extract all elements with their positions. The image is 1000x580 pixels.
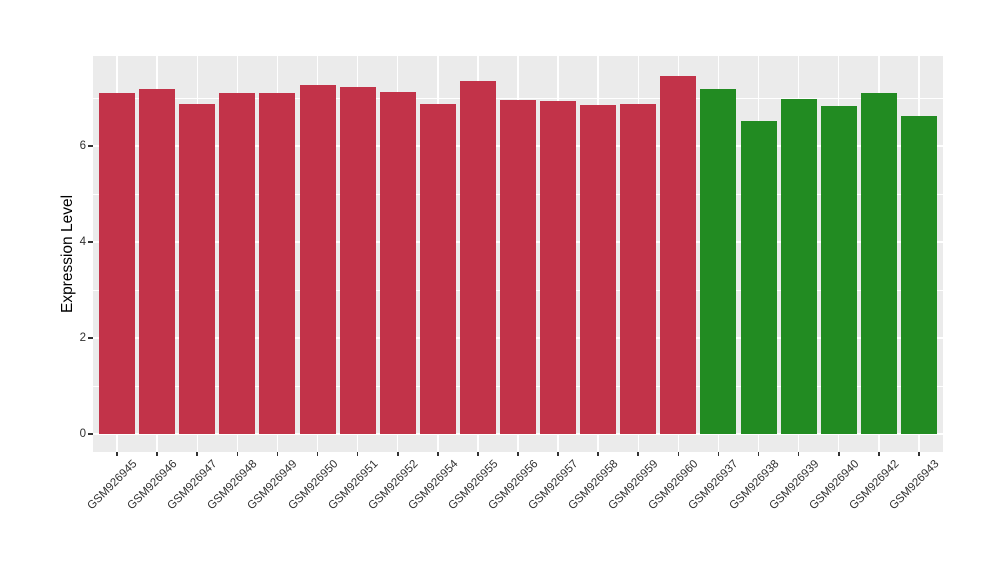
bar-GSM926945 (99, 92, 136, 434)
x-tick-mark (517, 452, 519, 456)
bar-GSM926959 (620, 103, 657, 434)
bar-GSM926939 (780, 99, 817, 434)
bar-GSM926952 (379, 91, 416, 434)
x-tick-mark (717, 452, 720, 456)
x-tick-mark (918, 452, 920, 456)
x-tick-mark (477, 452, 479, 456)
x-tick-mark (116, 452, 118, 456)
bar-GSM926940 (820, 106, 857, 434)
y-tick-mark-2 (88, 337, 93, 339)
plot-panel (93, 56, 943, 452)
y-tick-mark-0 (88, 433, 93, 435)
bar-GSM926943 (900, 115, 937, 434)
bar-GSM926955 (459, 81, 496, 434)
x-tick-mark (837, 452, 840, 456)
bar-GSM926957 (540, 100, 577, 434)
x-tick-mark (236, 452, 239, 456)
bar-GSM926956 (500, 99, 536, 434)
bar-GSM926947 (179, 104, 216, 434)
x-tick-mark (878, 452, 880, 456)
y-tick-label-2: 2 (79, 332, 86, 344)
bar-GSM926950 (299, 84, 336, 434)
x-tick-mark (597, 452, 599, 456)
bar-GSM926960 (660, 75, 697, 434)
x-tick-mark (677, 452, 680, 456)
y-tick-label-4: 4 (79, 236, 86, 248)
bar-GSM926951 (339, 87, 376, 434)
y-tick-mark-6 (88, 145, 93, 147)
x-tick-mark (356, 452, 359, 456)
bar-GSM926938 (740, 121, 777, 434)
bar-GSM926946 (139, 88, 176, 434)
x-tick-mark (316, 452, 319, 456)
bar-GSM926954 (419, 103, 456, 434)
bar-GSM926942 (860, 92, 897, 434)
x-tick-mark (757, 452, 760, 456)
y-tick-label-0: 0 (79, 428, 86, 440)
x-tick-mark (156, 452, 158, 456)
x-tick-mark (557, 452, 559, 456)
x-tick-mark (437, 452, 439, 456)
y-tick-label-6: 6 (79, 140, 86, 152)
bar-GSM926958 (580, 105, 617, 434)
x-tick-mark (396, 452, 399, 456)
x-tick-mark (196, 452, 199, 456)
x-tick-mark (797, 452, 800, 456)
x-tick-mark (637, 452, 640, 456)
bar-GSM926948 (219, 93, 256, 434)
y-tick-mark-4 (88, 241, 93, 243)
x-tick-mark (276, 452, 279, 456)
bar-GSM926949 (259, 93, 296, 434)
bar-GSM926937 (700, 88, 737, 434)
y-axis-title: Expression Level (59, 194, 76, 314)
